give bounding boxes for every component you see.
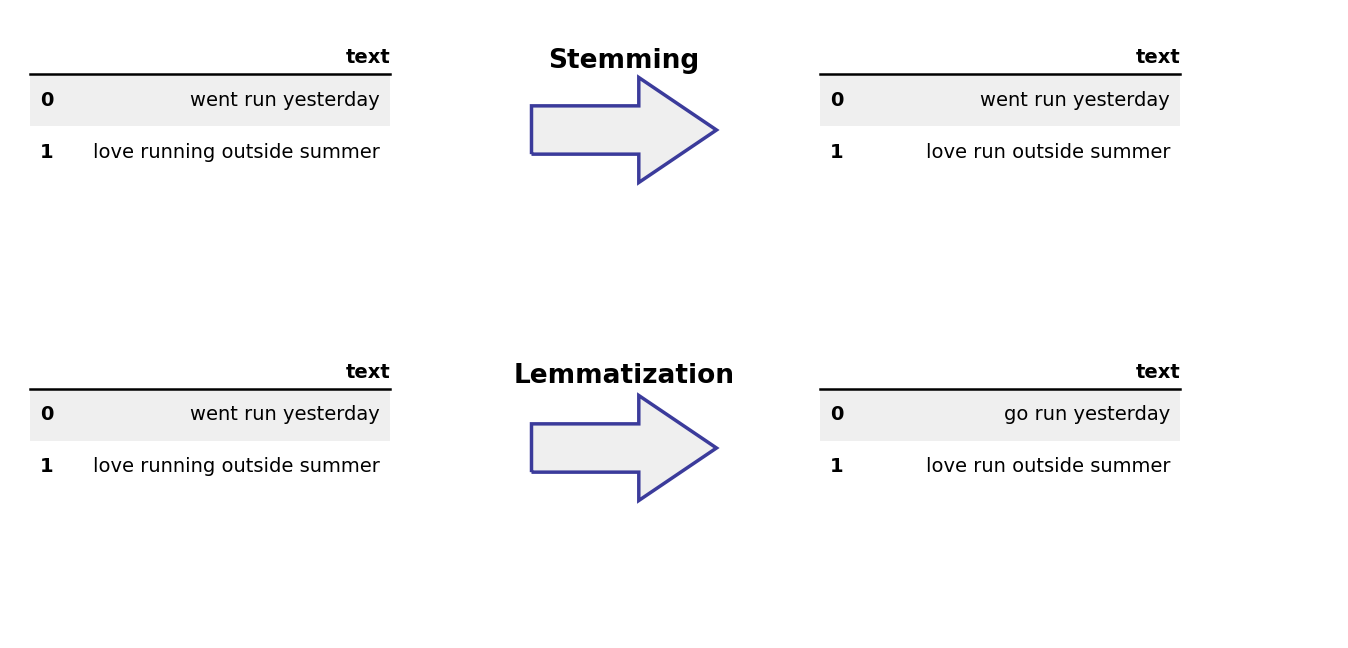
Text: love running outside summer: love running outside summer xyxy=(93,143,380,161)
Text: love running outside summer: love running outside summer xyxy=(93,457,380,476)
Text: 1: 1 xyxy=(40,457,54,476)
Text: went run yesterday: went run yesterday xyxy=(190,406,380,424)
Text: go run yesterday: go run yesterday xyxy=(1004,406,1170,424)
Text: text: text xyxy=(345,48,390,67)
Text: 0: 0 xyxy=(830,406,844,424)
Text: 0: 0 xyxy=(40,406,54,424)
Text: Lemmatization: Lemmatization xyxy=(514,363,735,389)
Text: went run yesterday: went run yesterday xyxy=(190,91,380,110)
Text: 1: 1 xyxy=(830,457,844,476)
Polygon shape xyxy=(639,78,717,183)
Text: 1: 1 xyxy=(830,143,844,161)
Text: 0: 0 xyxy=(40,91,54,110)
Text: love run outside summer: love run outside summer xyxy=(926,457,1170,476)
Text: went run yesterday: went run yesterday xyxy=(980,91,1170,110)
Bar xyxy=(30,74,390,126)
Polygon shape xyxy=(639,395,717,500)
Text: 0: 0 xyxy=(830,91,844,110)
Text: love run outside summer: love run outside summer xyxy=(926,143,1170,161)
Text: text: text xyxy=(1135,48,1180,67)
Bar xyxy=(820,74,1180,126)
Text: text: text xyxy=(345,363,390,382)
Bar xyxy=(30,389,390,441)
Bar xyxy=(531,106,639,154)
Text: Stemming: Stemming xyxy=(549,48,700,74)
Bar xyxy=(531,424,639,472)
Bar xyxy=(820,389,1180,441)
Text: text: text xyxy=(1135,363,1180,382)
Text: 1: 1 xyxy=(40,143,54,161)
